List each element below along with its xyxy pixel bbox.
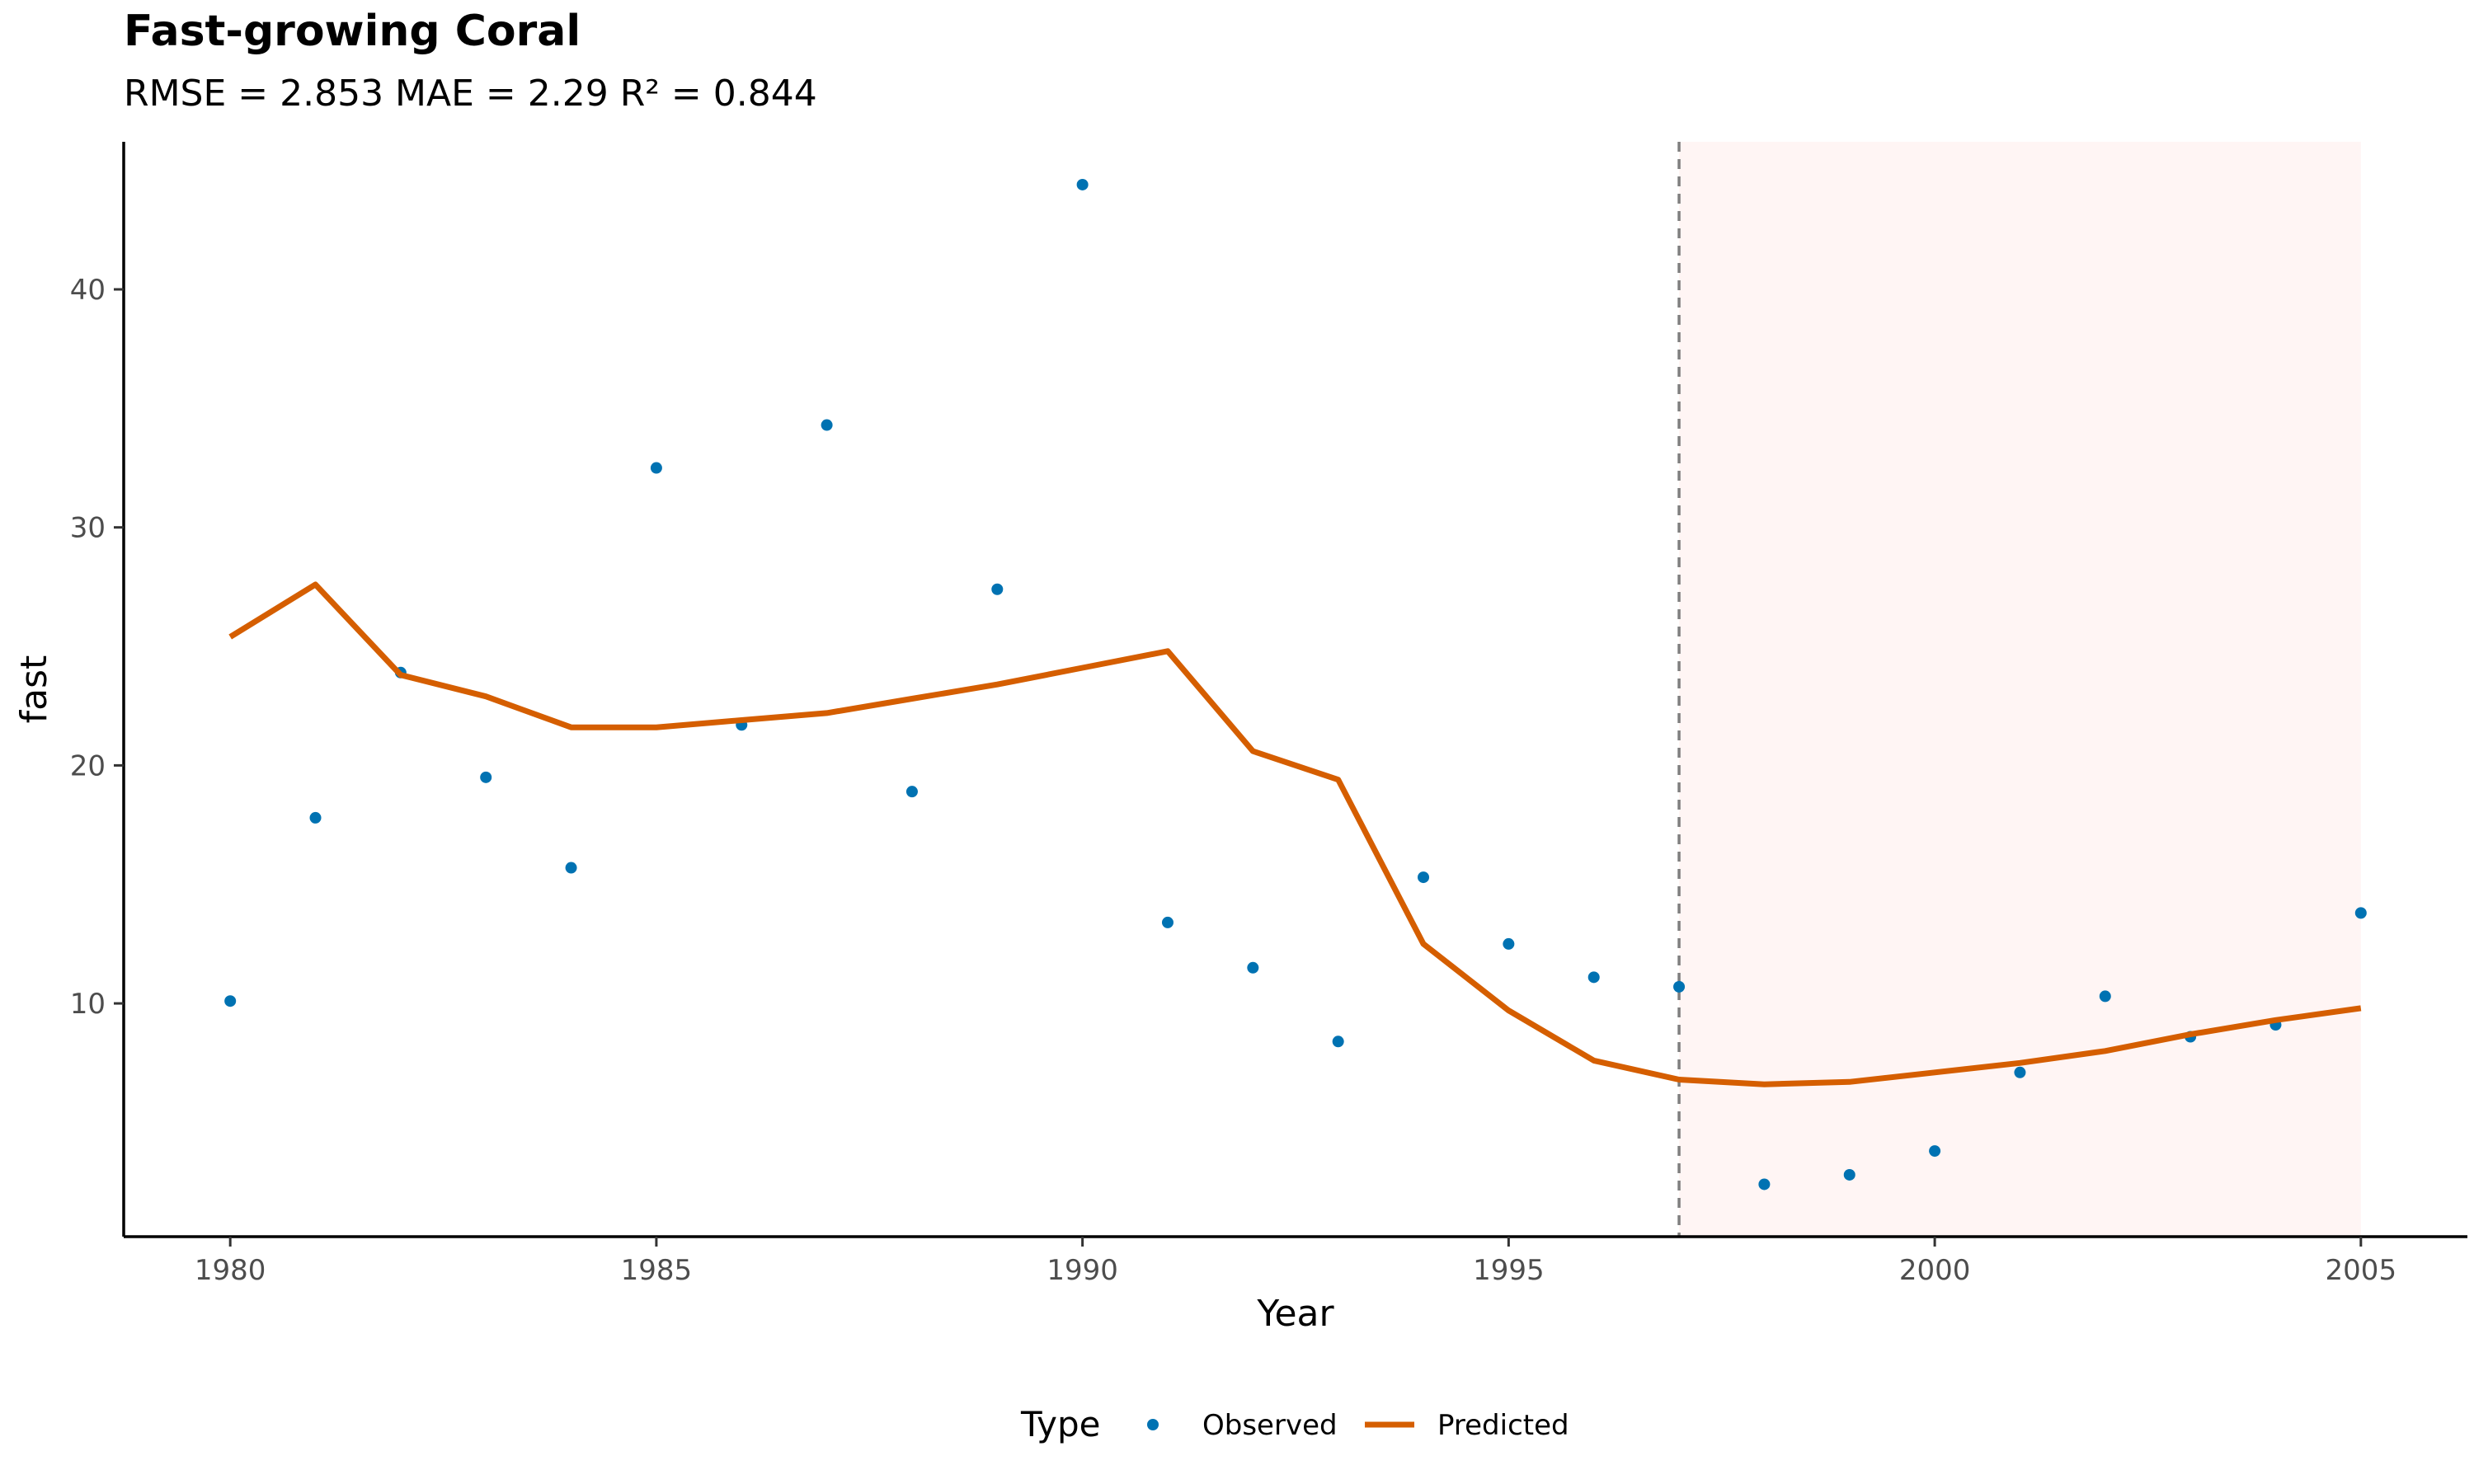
predicted-line <box>228 581 2362 1087</box>
observed-point <box>1332 1036 1344 1048</box>
observed-point <box>1929 1145 1941 1158</box>
observed-point <box>821 419 833 431</box>
x-tick-label: 1990 <box>1047 1254 1118 1287</box>
legend-observed-label: Observed <box>1202 1409 1338 1442</box>
predicted-line-group <box>228 581 2362 1087</box>
chart-title: Fast-growing Coral <box>124 7 581 56</box>
observed-point <box>1503 937 1515 950</box>
observed-point <box>1673 980 1686 993</box>
observed-point <box>650 462 662 474</box>
y-axis-title: fast <box>13 655 55 724</box>
x-tick-label: 1995 <box>1473 1254 1545 1287</box>
plot-background <box>1677 142 2361 1237</box>
observed-point <box>991 583 1004 595</box>
forecast-shaded-region <box>1679 142 2361 1237</box>
y-tick-label: 40 <box>70 274 106 307</box>
observed-point <box>2014 1066 2026 1078</box>
observed-point <box>1076 178 1089 190</box>
observed-point <box>1843 1168 1856 1181</box>
legend-observed-key <box>1147 1419 1159 1430</box>
legend-title: Type <box>1020 1404 1100 1444</box>
observed-point <box>1758 1178 1771 1190</box>
x-tick-label: 1980 <box>195 1254 266 1287</box>
x-tick-label: 2005 <box>2326 1254 2397 1287</box>
observed-point <box>1418 871 1430 884</box>
observed-point <box>1161 916 1174 928</box>
observed-point <box>2099 990 2111 1003</box>
x-tick-label: 1985 <box>621 1254 693 1287</box>
y-tick-label: 20 <box>70 749 106 782</box>
observed-point <box>905 786 918 798</box>
observed-point <box>1247 961 1259 974</box>
y-tick-label: 10 <box>70 988 106 1021</box>
legend: Type Observed Predicted <box>1020 1404 1569 1444</box>
observed-point <box>224 995 237 1007</box>
axes: 1980 1985 1990 1995 2000 2005 10 20 30 40 Year fast <box>13 142 2467 1335</box>
chart-subtitle: RMSE = 2.853 MAE = 2.29 R² = 0.844 <box>124 73 817 115</box>
y-tick-label: 30 <box>70 512 106 545</box>
x-tick-label: 2000 <box>1899 1254 1971 1287</box>
observed-point <box>309 811 322 824</box>
observed-point <box>565 862 577 874</box>
x-axis-title: Year <box>1256 1293 1334 1335</box>
observed-point <box>1587 971 1600 984</box>
legend-predicted-label: Predicted <box>1437 1409 1569 1442</box>
observed-point <box>480 771 492 783</box>
observed-point <box>2354 907 2367 919</box>
